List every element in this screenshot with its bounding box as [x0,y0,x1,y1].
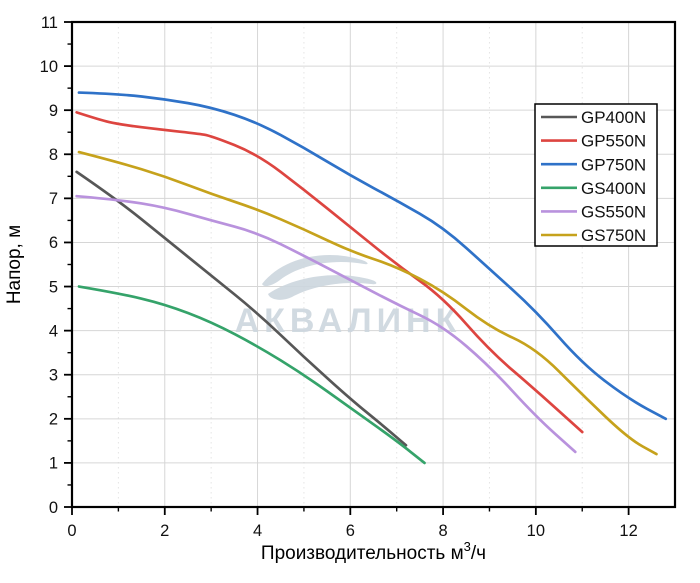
axis-ticks [64,21,630,515]
x-tick-label: 12 [619,522,637,540]
legend-item-gs550n: GS550N [541,203,646,222]
y-tick-label: 6 [49,234,58,252]
legend-box [534,103,658,247]
watermark: АКВАЛИНК [235,254,462,340]
grid-minor [117,22,583,507]
y-tick-label: 8 [49,146,58,164]
series-lines [75,91,668,465]
y-tick-label: 4 [49,322,58,340]
series-line-gp750n [77,91,668,421]
legend-label: GS550N [581,203,646,222]
y-tick-label: 9 [49,102,58,120]
x-tick-label: 4 [253,522,262,540]
y-tick-label: 2 [49,411,58,429]
grid-major [72,22,675,507]
series-line-gs550n [75,194,577,454]
y-tick-label: 0 [49,499,58,517]
x-tick-label: 0 [67,522,76,540]
y-tick-label: 7 [49,190,58,208]
x-axis-label-sup: 3 [464,539,471,554]
legend-label: GP400N [581,108,646,127]
watermark-text: АКВАЛИНК [235,302,462,340]
y-tick-label: 1 [49,455,58,473]
legend: GP400N GP550N GP750N GS400N GS550N GS750N [534,103,658,247]
y-tick-label: 11 [41,14,58,32]
x-axis-label-base: Производительность м [261,543,464,564]
series-line-gs750n [77,150,658,456]
legend-label: GS750N [581,226,646,245]
plot-frame [70,20,677,509]
y-tick-label: 10 [40,58,58,76]
series-line-gs400n [77,285,426,465]
x-tick-label: 10 [527,522,545,540]
legend-item-gp400n: GP400N [541,108,646,127]
series-line-gp400n [75,170,408,447]
legend-label: GP750N [581,155,646,174]
legend-item-gs400n: GS400N [541,179,646,198]
legend-item-gp550n: GP550N [541,132,646,151]
x-tick-label: 8 [438,522,447,540]
watermark-wave-lower-icon [268,275,377,300]
x-axis-label: Производительность м3/ч [261,539,486,564]
y-axis-label: Напор, м [4,225,25,304]
legend-item-gp750n: GP750N [541,155,646,174]
y-tick-label: 3 [49,367,58,385]
legend-label: GP550N [581,132,646,151]
legend-item-gs750n: GS750N [541,226,646,245]
series-line-gp550n [75,111,584,434]
x-tick-label: 6 [346,522,355,540]
legend-label: GS400N [581,179,646,198]
x-tick-label: 2 [160,522,169,540]
y-tick-label: 5 [49,278,58,296]
x-axis-label-suffix: /ч [471,543,486,564]
